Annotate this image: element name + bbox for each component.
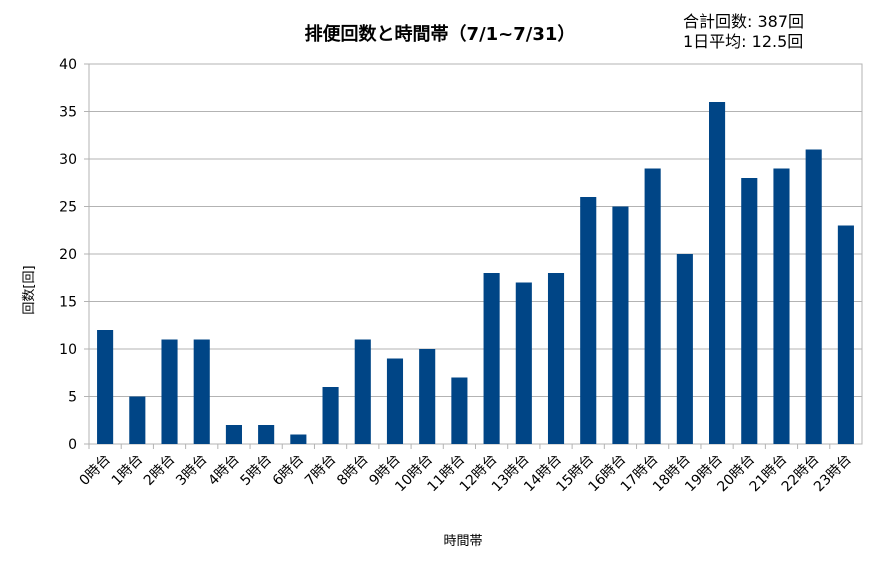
x-tick-label: 4時台 — [205, 452, 242, 489]
y-tick-label: 25 — [59, 200, 77, 216]
bar — [644, 168, 661, 444]
annotation-total: 合計回数: 387回 — [683, 12, 805, 31]
x-tick-label: 6時台 — [270, 452, 307, 489]
x-tick-label: 5時台 — [238, 452, 275, 489]
bar — [580, 197, 597, 444]
bar — [290, 434, 307, 444]
chart-title: 排便回数と時間帯（7/1~7/31） — [305, 23, 576, 45]
x-tick-label: 3時台 — [173, 452, 210, 489]
y-tick-label: 30 — [59, 152, 77, 168]
bar — [97, 330, 114, 444]
y-tick-label: 10 — [59, 342, 77, 358]
bar — [161, 339, 178, 444]
bar — [515, 282, 532, 444]
bar — [805, 149, 822, 444]
x-tick-label: 1時台 — [109, 452, 146, 489]
gridlines — [84, 63, 863, 449]
bar — [354, 339, 371, 444]
bar — [225, 425, 242, 444]
y-tick-label: 20 — [59, 247, 77, 263]
x-tick-label: 7時台 — [302, 452, 339, 489]
bar — [773, 168, 790, 444]
bar — [451, 377, 468, 444]
bars-group — [97, 102, 854, 444]
x-tick-labels: 0時台1時台2時台3時台4時台5時台6時台7時台8時台9時台10時台11時台12… — [77, 452, 855, 496]
y-tick-label: 5 — [68, 390, 77, 406]
bar — [419, 349, 436, 444]
bar — [676, 254, 693, 444]
y-tick-labels: 0 5 10 15 20 25 30 35 40 — [59, 57, 77, 453]
y-axis-label: 回数[回] — [22, 265, 37, 314]
bar — [547, 273, 565, 444]
bar — [483, 273, 500, 444]
bar — [193, 339, 210, 444]
bar — [258, 425, 275, 444]
bar — [612, 206, 629, 444]
bar — [129, 396, 146, 444]
y-tick-label: 40 — [59, 57, 77, 73]
bar — [837, 225, 854, 444]
y-tick-label: 35 — [59, 105, 77, 121]
bar — [709, 102, 726, 444]
x-tick-label: 2時台 — [141, 452, 178, 489]
x-axis-label: 時間帯 — [443, 534, 482, 549]
bar — [322, 387, 339, 444]
bar — [741, 178, 758, 444]
y-tick-label: 15 — [59, 295, 77, 311]
y-tick-label: 0 — [68, 437, 77, 453]
x-tick-label: 0時台 — [77, 452, 114, 489]
x-tick-label: 8時台 — [334, 452, 371, 489]
annotation-daily-average: 1日平均: 12.5回 — [683, 32, 804, 51]
bar — [386, 358, 404, 444]
